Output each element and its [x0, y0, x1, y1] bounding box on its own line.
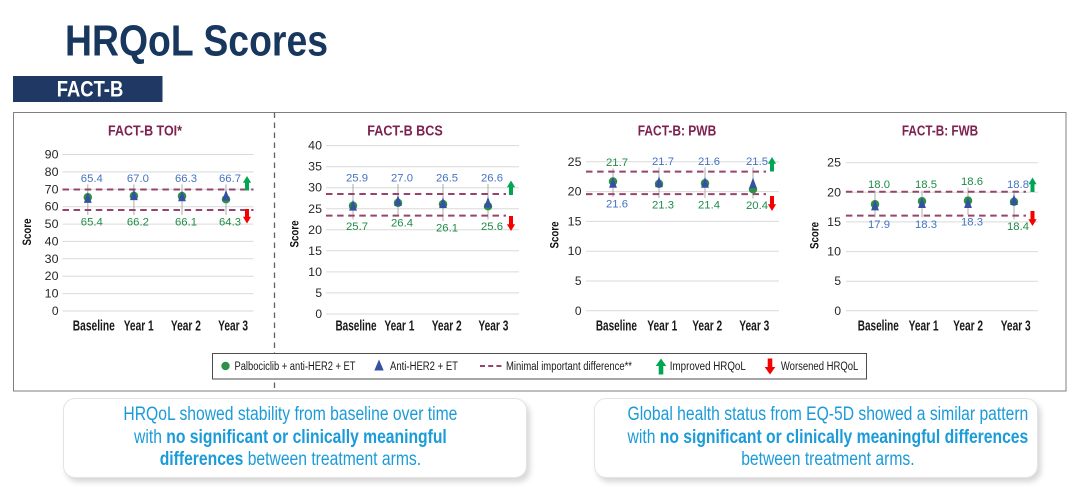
svg-text:60: 60 — [45, 200, 59, 214]
svg-text:Year 2: Year 2 — [171, 319, 201, 335]
svg-text:21.7: 21.7 — [652, 156, 674, 168]
svg-text:21.7: 21.7 — [606, 157, 628, 169]
svg-text:66.1: 66.1 — [175, 217, 197, 229]
svg-text:0: 0 — [834, 304, 841, 318]
svg-text:FACT-B: PWB: FACT-B: PWB — [638, 123, 717, 140]
svg-text:Year 2: Year 2 — [692, 319, 722, 335]
svg-text:Year 2: Year 2 — [953, 319, 983, 335]
svg-text:18.4: 18.4 — [1007, 221, 1029, 233]
svg-text:FACT-B BCS: FACT-B BCS — [367, 123, 443, 140]
svg-text:21.6: 21.6 — [698, 156, 720, 168]
svg-text:50: 50 — [45, 217, 59, 231]
svg-text:Baseline: Baseline — [858, 319, 899, 335]
svg-text:20: 20 — [308, 223, 322, 237]
svg-text:20.4: 20.4 — [746, 200, 768, 212]
svg-text:65.4: 65.4 — [81, 217, 103, 229]
svg-text:21.6: 21.6 — [606, 199, 628, 211]
svg-text:25.7: 25.7 — [346, 221, 368, 233]
svg-text:Score: Score — [290, 221, 302, 248]
svg-text:30: 30 — [308, 181, 322, 195]
svg-text:HRQoL Scores: HRQoL Scores — [65, 18, 328, 66]
svg-text:FACT-B: FACT-B — [57, 77, 124, 102]
svg-text:Baseline: Baseline — [335, 319, 376, 335]
svg-text:20: 20 — [45, 269, 59, 283]
svg-text:Anti-HER2 + ET: Anti-HER2 + ET — [390, 361, 458, 373]
svg-text:FACT-B TOI*: FACT-B TOI* — [108, 123, 182, 140]
svg-text:Score: Score — [810, 222, 822, 249]
svg-text:40: 40 — [308, 139, 322, 153]
svg-text:20: 20 — [568, 185, 582, 199]
svg-text:25: 25 — [827, 156, 841, 170]
svg-text:35: 35 — [308, 160, 322, 174]
svg-text:20: 20 — [827, 185, 841, 199]
svg-text:Year 1: Year 1 — [384, 319, 414, 335]
svg-text:10: 10 — [568, 244, 582, 258]
svg-text:Minimal important difference**: Minimal important difference** — [506, 361, 632, 373]
svg-text:Palbociclib + anti-HER2 + ET: Palbociclib + anti-HER2 + ET — [235, 361, 356, 373]
svg-text:Baseline: Baseline — [73, 319, 115, 335]
svg-text:15: 15 — [308, 244, 322, 258]
svg-text:Year 3: Year 3 — [739, 319, 769, 335]
svg-text:Score: Score — [550, 222, 562, 249]
svg-text:0: 0 — [52, 304, 59, 318]
svg-text:66.7: 66.7 — [219, 173, 241, 185]
svg-text:18.8: 18.8 — [1007, 179, 1029, 191]
svg-text:67.0: 67.0 — [127, 173, 149, 185]
svg-text:17.9: 17.9 — [868, 219, 890, 231]
svg-text:0: 0 — [315, 307, 322, 321]
svg-text:5: 5 — [575, 274, 582, 288]
svg-text:5: 5 — [834, 274, 841, 288]
svg-text:25: 25 — [568, 155, 582, 169]
svg-text:FACT-B: FWB: FACT-B: FWB — [902, 123, 978, 140]
svg-text:Year 1: Year 1 — [909, 319, 939, 335]
svg-text:18.3: 18.3 — [961, 217, 983, 229]
svg-text:18.3: 18.3 — [915, 219, 937, 231]
svg-text:65.4: 65.4 — [81, 173, 103, 185]
svg-text:80: 80 — [45, 165, 59, 179]
svg-text:15: 15 — [827, 215, 841, 229]
svg-text:18.0: 18.0 — [868, 179, 890, 191]
svg-text:66.2: 66.2 — [127, 217, 149, 229]
svg-text:10: 10 — [308, 265, 322, 279]
svg-text:Score: Score — [22, 219, 34, 246]
svg-text:40: 40 — [45, 234, 59, 248]
svg-text:0: 0 — [575, 304, 582, 318]
svg-text:25: 25 — [308, 202, 322, 216]
svg-text:26.5: 26.5 — [436, 173, 458, 185]
svg-text:21.3: 21.3 — [652, 200, 674, 212]
svg-text:Year 1: Year 1 — [124, 319, 154, 335]
svg-text:70: 70 — [45, 182, 59, 196]
svg-text:66.3: 66.3 — [175, 173, 197, 185]
svg-text:64.3: 64.3 — [219, 217, 241, 229]
svg-text:Year 3: Year 3 — [478, 319, 508, 335]
svg-text:Year 3: Year 3 — [218, 319, 248, 335]
svg-text:Year 2: Year 2 — [432, 319, 462, 335]
svg-text:18.5: 18.5 — [915, 179, 937, 191]
svg-text:Year 3: Year 3 — [1001, 319, 1031, 335]
svg-text:18.6: 18.6 — [961, 176, 983, 188]
svg-text:27.0: 27.0 — [391, 173, 413, 185]
svg-text:26.4: 26.4 — [391, 218, 413, 230]
svg-text:90: 90 — [45, 148, 59, 162]
svg-text:26.1: 26.1 — [436, 223, 458, 235]
svg-text:21.4: 21.4 — [698, 200, 720, 212]
svg-text:25.9: 25.9 — [346, 173, 368, 185]
svg-text:Improved HRQoL: Improved HRQoL — [670, 361, 747, 373]
svg-text:26.6: 26.6 — [481, 173, 503, 185]
svg-text:5: 5 — [315, 286, 322, 300]
svg-text:21.5: 21.5 — [746, 156, 768, 168]
svg-text:Baseline: Baseline — [596, 319, 637, 335]
svg-text:25.6: 25.6 — [481, 221, 503, 233]
svg-text:10: 10 — [827, 245, 841, 259]
svg-text:Worsened HRQoL: Worsened HRQoL — [781, 361, 859, 373]
svg-text:15: 15 — [568, 214, 582, 228]
svg-text:30: 30 — [45, 252, 59, 266]
svg-text:Year 1: Year 1 — [647, 319, 677, 335]
svg-text:10: 10 — [45, 287, 59, 301]
